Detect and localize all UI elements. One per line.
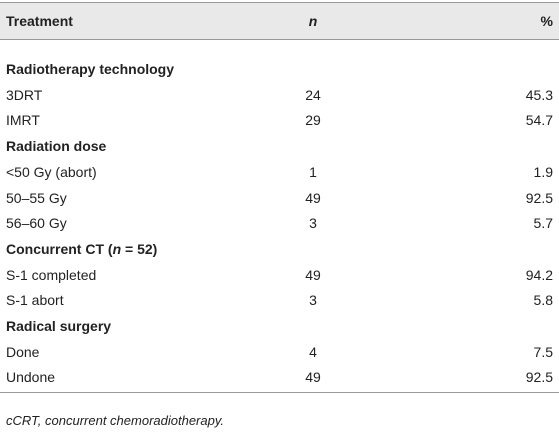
row-label: 56–60 Gy xyxy=(6,215,67,232)
row-label: 50–55 Gy xyxy=(6,189,67,206)
row-n: 49 xyxy=(305,189,321,206)
section-title: Radiotherapy technology xyxy=(6,61,175,77)
row-label: 3DRT xyxy=(6,86,43,103)
row-label: Undone xyxy=(6,369,56,386)
section-title: Radical surgery xyxy=(6,318,112,334)
row-n: 3 xyxy=(309,292,317,309)
section-title: Concurrent CT (n = 52) xyxy=(6,240,157,258)
row-n: 49 xyxy=(305,266,321,283)
section-title-part: = 52) xyxy=(121,240,158,257)
section-title-part: n xyxy=(112,240,122,257)
row-percent: 5.7 xyxy=(533,215,553,232)
section-title-part: Concurrent CT ( xyxy=(6,240,113,257)
row-n: 24 xyxy=(305,86,321,103)
footnote: cCRT, concurrent chemoradiotherapy. xyxy=(6,413,224,428)
header-n: n xyxy=(308,13,318,29)
row-n: 1 xyxy=(309,163,317,180)
table-bottom-rule xyxy=(0,392,559,393)
row-label: <50 Gy (abort) xyxy=(6,163,97,180)
header-treatment: Treatment xyxy=(6,13,73,29)
row-percent: 7.5 xyxy=(533,343,553,360)
section-title: Radiation dose xyxy=(6,138,107,155)
row-n: 49 xyxy=(305,369,321,386)
row-percent: 92.5 xyxy=(525,369,553,386)
header-row xyxy=(0,2,559,40)
header-percent: % xyxy=(540,13,553,29)
row-percent: 92.5 xyxy=(525,189,553,206)
row-label: Done xyxy=(6,343,40,360)
row-percent: 94.2 xyxy=(525,266,553,283)
row-n: 29 xyxy=(305,112,321,129)
row-label: IMRT xyxy=(6,112,40,129)
row-n: 4 xyxy=(309,343,317,360)
row-percent: 1.9 xyxy=(533,163,553,180)
row-label: S-1 abort xyxy=(6,292,64,309)
row-percent: 5.8 xyxy=(533,292,553,309)
row-n: 3 xyxy=(309,215,317,232)
row-percent: 45.3 xyxy=(525,86,553,103)
row-label: S-1 completed xyxy=(6,266,97,283)
row-percent: 54.7 xyxy=(525,112,553,129)
